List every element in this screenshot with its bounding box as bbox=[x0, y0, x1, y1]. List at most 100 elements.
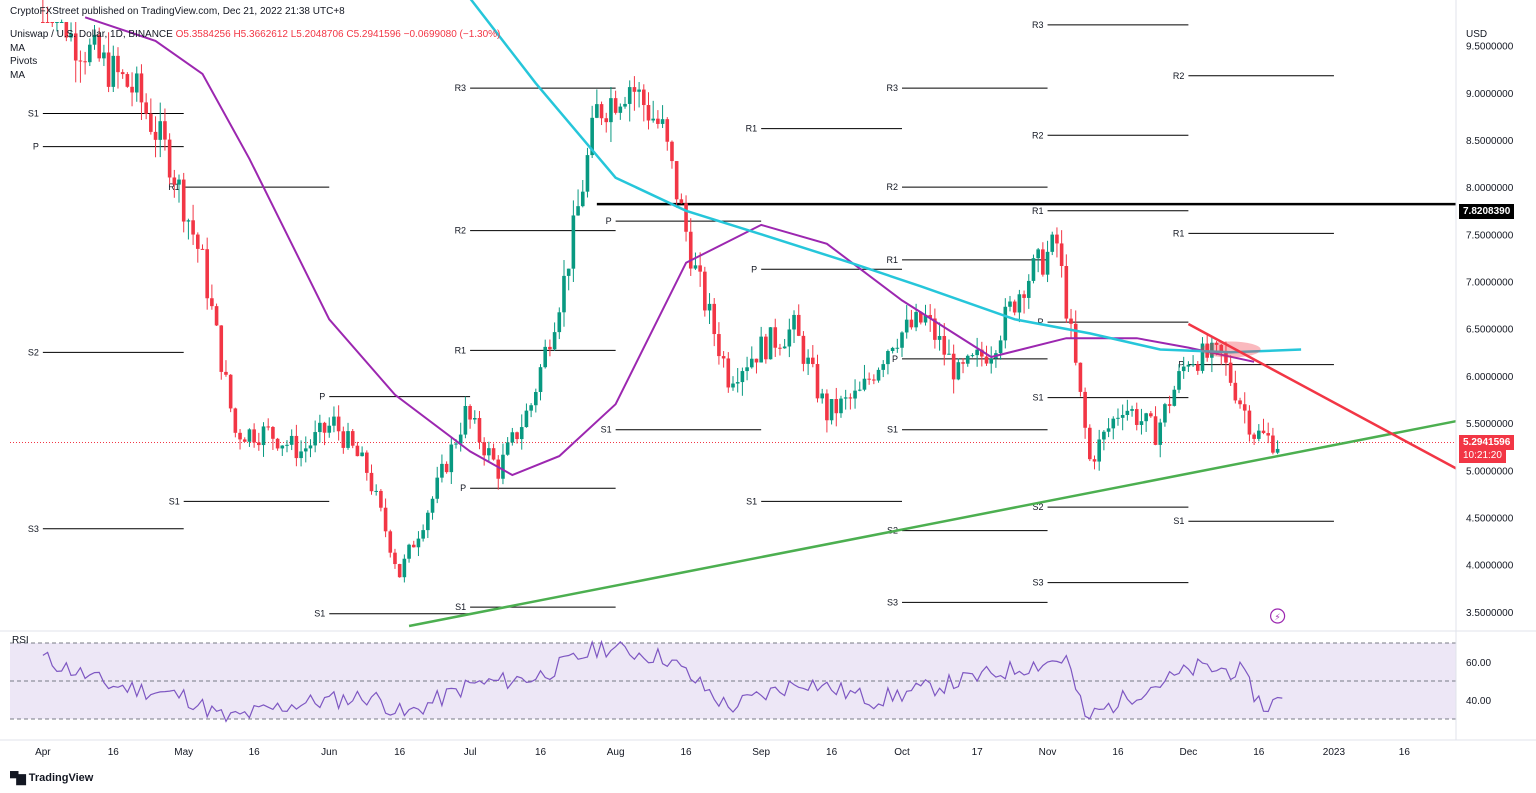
candle-body[interactable] bbox=[1036, 249, 1040, 259]
candle-body[interactable] bbox=[336, 416, 341, 432]
candle-body[interactable] bbox=[937, 336, 942, 340]
candle-body[interactable] bbox=[1125, 410, 1130, 416]
candle-body[interactable] bbox=[322, 422, 327, 433]
candle-body[interactable] bbox=[252, 429, 256, 443]
candle-body[interactable] bbox=[787, 329, 792, 347]
candle-body[interactable] bbox=[1106, 428, 1111, 432]
candle-body[interactable] bbox=[670, 141, 674, 162]
candle-body[interactable] bbox=[872, 379, 876, 381]
candle-body[interactable] bbox=[374, 490, 378, 492]
candle-body[interactable] bbox=[1139, 421, 1144, 425]
candle-body[interactable] bbox=[693, 265, 698, 269]
candle-body[interactable] bbox=[552, 332, 557, 350]
candle-body[interactable] bbox=[313, 432, 317, 446]
candle-body[interactable] bbox=[88, 44, 92, 63]
candle-body[interactable] bbox=[383, 507, 388, 532]
rsi-line[interactable] bbox=[42, 639, 1283, 723]
candle-body[interactable] bbox=[627, 87, 632, 104]
candle-body[interactable] bbox=[78, 60, 83, 62]
candle-body[interactable] bbox=[116, 55, 120, 73]
candle-body[interactable] bbox=[759, 336, 763, 363]
candle-body[interactable] bbox=[562, 275, 566, 313]
candle-body[interactable] bbox=[679, 199, 684, 204]
candle-body[interactable] bbox=[496, 459, 501, 479]
candle-body[interactable] bbox=[365, 452, 369, 473]
candle-body[interactable] bbox=[825, 393, 829, 421]
candle-body[interactable] bbox=[144, 102, 148, 114]
candle-body[interactable] bbox=[538, 367, 543, 392]
candle-body[interactable] bbox=[64, 22, 69, 38]
candle-body[interactable] bbox=[45, 22, 50, 23]
candle-body[interactable] bbox=[355, 445, 360, 457]
support-trendline[interactable] bbox=[408, 419, 1457, 628]
candle-body[interactable] bbox=[1045, 251, 1050, 275]
candle-body[interactable] bbox=[1059, 243, 1064, 267]
candle-body[interactable] bbox=[848, 397, 853, 399]
candle-body[interactable] bbox=[482, 442, 486, 456]
candle-body[interactable] bbox=[609, 98, 613, 123]
candle-body[interactable] bbox=[928, 315, 932, 319]
candle-body[interactable] bbox=[623, 103, 627, 107]
candle-body[interactable] bbox=[435, 477, 440, 499]
candle-body[interactable] bbox=[134, 73, 139, 93]
candle-body[interactable] bbox=[576, 206, 580, 216]
candle-body[interactable] bbox=[773, 327, 778, 348]
candle-body[interactable] bbox=[261, 426, 266, 446]
candle-body[interactable] bbox=[200, 248, 205, 250]
candle-body[interactable] bbox=[83, 61, 87, 63]
candle-body[interactable] bbox=[379, 490, 383, 508]
candle-body[interactable] bbox=[1097, 439, 1101, 462]
candle-body[interactable] bbox=[778, 347, 782, 349]
candle-body[interactable] bbox=[149, 113, 153, 132]
candle-body[interactable] bbox=[303, 448, 308, 452]
candle-body[interactable] bbox=[637, 89, 641, 92]
candle-body[interactable] bbox=[914, 312, 918, 328]
candle-body[interactable] bbox=[92, 34, 97, 45]
candle-body[interactable] bbox=[172, 177, 177, 185]
candle-body[interactable] bbox=[1055, 234, 1059, 244]
candle-body[interactable] bbox=[1153, 416, 1158, 445]
candle-body[interactable] bbox=[1012, 301, 1017, 313]
candle-body[interactable] bbox=[266, 426, 271, 428]
candle-body[interactable] bbox=[41, 22, 45, 23]
candle-body[interactable] bbox=[1041, 249, 1045, 275]
ma-slow-line[interactable] bbox=[469, 0, 1302, 354]
candle-body[interactable] bbox=[1088, 427, 1092, 460]
candle-body[interactable] bbox=[998, 340, 1003, 354]
candle-body[interactable] bbox=[242, 439, 247, 442]
candle-body[interactable] bbox=[318, 422, 322, 433]
candle-body[interactable] bbox=[1083, 391, 1087, 428]
candle-body[interactable] bbox=[139, 73, 144, 103]
candle-body[interactable] bbox=[585, 155, 590, 192]
candle-body[interactable] bbox=[942, 336, 947, 355]
candle-body[interactable] bbox=[1177, 371, 1181, 390]
candle-body[interactable] bbox=[923, 315, 928, 323]
lightning-icon[interactable] bbox=[1269, 608, 1286, 624]
candle-body[interactable] bbox=[548, 346, 552, 350]
candle-body[interactable] bbox=[796, 314, 801, 336]
candle-body[interactable] bbox=[688, 231, 693, 269]
candle-body[interactable] bbox=[1195, 364, 1200, 371]
candle-body[interactable] bbox=[904, 319, 909, 333]
candle-body[interactable] bbox=[430, 498, 435, 513]
candle-body[interactable] bbox=[341, 431, 346, 448]
candle-body[interactable] bbox=[806, 357, 810, 364]
candle-body[interactable] bbox=[811, 357, 815, 365]
candle-body[interactable] bbox=[604, 118, 609, 123]
candle-body[interactable] bbox=[1092, 459, 1097, 462]
candle-body[interactable] bbox=[857, 389, 862, 391]
candle-body[interactable] bbox=[918, 312, 923, 323]
candle-body[interactable] bbox=[271, 427, 275, 439]
candle-body[interactable] bbox=[867, 378, 871, 380]
candle-body[interactable] bbox=[595, 104, 599, 118]
candle-body[interactable] bbox=[360, 452, 364, 457]
candle-body[interactable] bbox=[975, 349, 979, 356]
candle-body[interactable] bbox=[1158, 422, 1163, 445]
candle-body[interactable] bbox=[472, 418, 477, 420]
candle-body[interactable] bbox=[440, 463, 444, 478]
candle-body[interactable] bbox=[238, 432, 242, 440]
candle-body[interactable] bbox=[1163, 404, 1167, 423]
candle-body[interactable] bbox=[411, 544, 416, 548]
candle-body[interactable] bbox=[294, 435, 299, 459]
candle-body[interactable] bbox=[566, 268, 571, 276]
